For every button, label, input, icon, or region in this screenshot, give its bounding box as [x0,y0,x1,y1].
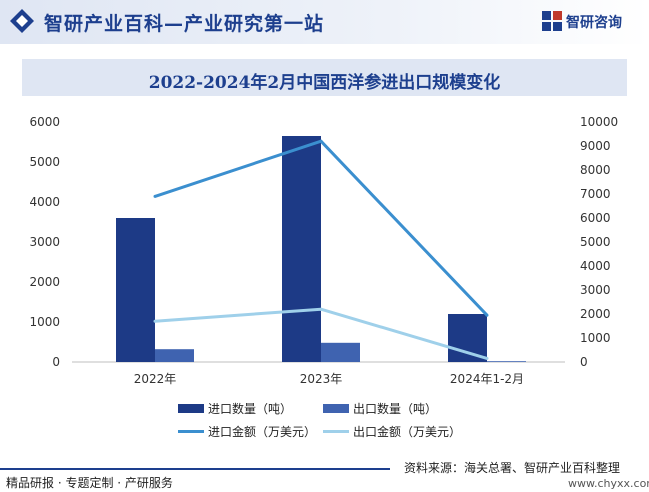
y-right-tick-label: 7000 [580,187,611,201]
export-value-point [485,356,489,360]
y-left-tick-label: 6000 [29,115,60,129]
legend-label: 进口金额（万美元） [208,425,317,439]
y-right-tick-label: 4000 [580,259,611,273]
legend-swatch [178,404,204,413]
legend-label: 出口金额（万美元） [353,425,462,439]
y-left-tick-label: 1000 [29,315,60,329]
y-right-tick-label: 6000 [580,211,611,225]
y-left-tick-label: 2000 [29,275,60,289]
legend-label: 出口数量（吨） [353,402,438,416]
export-volume-bar [487,361,526,362]
x-tick-label: 2024年1-2月 [450,372,524,386]
legend-label: 进口数量（吨） [208,402,293,416]
y-right-tick-label: 2000 [580,307,611,321]
import-value-point [153,194,157,198]
y-right-tick-label: 1000 [580,331,611,345]
export-volume-bar [321,342,360,362]
footer-url: www.chyxx.com [568,477,649,490]
legend-swatch [323,404,349,413]
export-value-point [153,319,157,323]
header-title: 智研产业百科—产业研究第一站 [44,13,325,35]
y-right-tick-label: 10000 [580,115,618,129]
header-background [0,0,649,44]
y-right-tick-label: 5000 [580,235,611,249]
brand-diamond-icon [10,9,34,33]
logo-icon [542,11,562,31]
import-value-point [485,313,489,317]
chart-title: 2022-2024年2月中国西洋参进出口规模变化 [148,73,501,93]
import-value-point [319,139,323,143]
y-right-tick-label: 0 [580,355,588,369]
y-left-tick-label: 4000 [29,195,60,209]
footer-source: 资料来源：海关总署、智研产业百科整理 [404,461,621,475]
y-left-tick-label: 0 [52,355,60,369]
x-tick-label: 2022年 [134,372,177,386]
import-volume-bar [448,314,487,362]
export-volume-bar [155,349,194,362]
x-tick-label: 2023年 [300,372,343,386]
import-volume-bar [282,136,321,362]
logo-text: 智研咨询 [566,15,622,31]
legend-swatch [178,430,204,433]
y-left-tick-label: 5000 [29,155,60,169]
footer-services: 精品研报 · 专题定制 · 产研服务 [6,476,173,490]
page-header: 智研产业百科—产业研究第一站 智研咨询 [0,0,649,44]
y-right-tick-label: 9000 [580,139,611,153]
import-volume-bar [116,218,155,362]
y-left-tick-label: 3000 [29,235,60,249]
y-right-tick-label: 8000 [580,163,611,177]
y-right-tick-label: 3000 [580,283,611,297]
footer-rule [0,468,390,470]
export-value-point [319,307,323,311]
chart-title-band: 2022-2024年2月中国西洋参进出口规模变化 [22,59,627,96]
legend-swatch [323,430,349,433]
